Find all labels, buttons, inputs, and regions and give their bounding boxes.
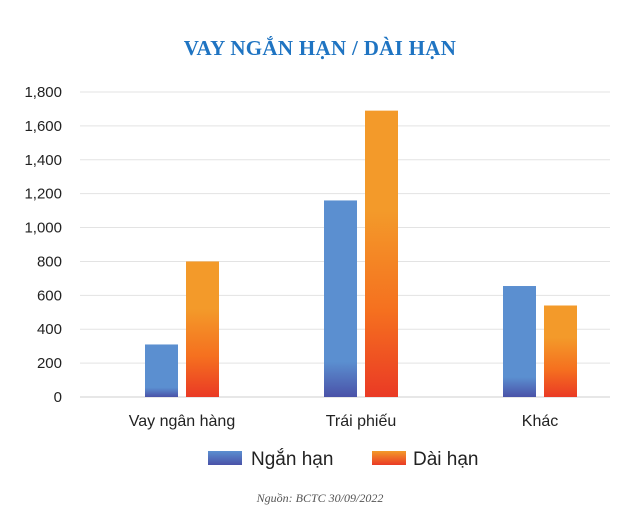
bar-dai-han-0 (186, 261, 219, 397)
source-note: Nguồn: BCTC 30/09/2022 (256, 491, 384, 505)
x-axis: Vay ngân hàng Trái phiếu Khác (129, 413, 558, 430)
y-axis: 0 200 400 600 800 1,000 1,200 1,400 1,600 1,800 (24, 84, 62, 406)
legend-label-ngan-han: Ngắn hạn (251, 448, 333, 470)
legend-label-dai-han: Dài hạn (413, 449, 479, 470)
x-category-label: Vay ngân hàng (129, 413, 235, 430)
bar-ngan-han-2 (503, 286, 536, 397)
legend-swatch-ngan-han (208, 451, 242, 465)
y-tick-label: 1,600 (24, 118, 62, 135)
bar-ngan-han-1 (324, 200, 357, 397)
y-tick-label: 400 (37, 321, 62, 338)
y-tick-label: 1,000 (24, 220, 62, 237)
bars (145, 110, 577, 397)
bar-dai-han-1 (365, 110, 398, 397)
y-tick-label: 800 (37, 253, 62, 270)
bar-dai-han-2 (544, 305, 577, 397)
legend-swatch-dai-han (372, 451, 406, 465)
y-tick-label: 1,400 (24, 152, 62, 169)
chart-title: VAY NGẮN HẠN / DÀI HẠN (183, 36, 457, 60)
x-category-label: Khác (522, 413, 558, 430)
y-tick-label: 600 (37, 287, 62, 304)
bar-ngan-han-0 (145, 344, 178, 397)
y-tick-label: 1,800 (24, 84, 62, 101)
y-tick-label: 200 (37, 355, 62, 372)
x-category-label: Trái phiếu (326, 413, 397, 430)
y-tick-label: 0 (54, 389, 62, 406)
legend: Ngắn hạn Dài hạn (208, 448, 479, 470)
y-tick-label: 1,200 (24, 186, 62, 203)
